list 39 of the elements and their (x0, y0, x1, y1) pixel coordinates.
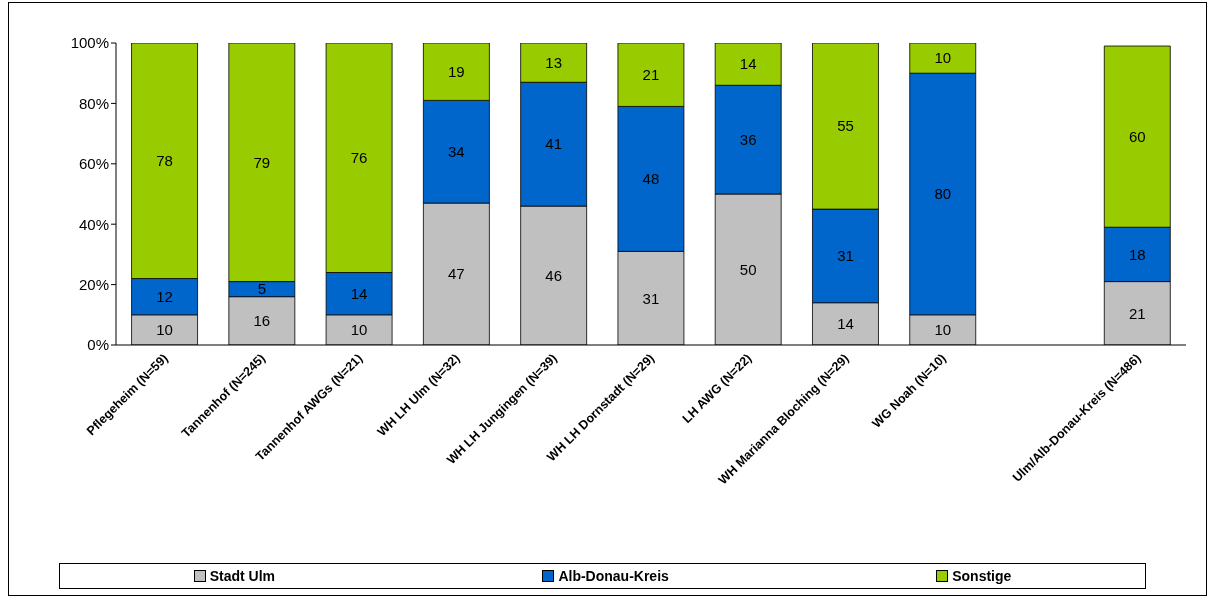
data-label: 10 (156, 321, 173, 339)
legend-label: Alb-Donau-Kreis (557, 568, 669, 584)
data-label: 10 (934, 49, 952, 67)
data-label: 14 (739, 55, 757, 73)
y-tick-label: 40% (78, 215, 109, 233)
data-label: 48 (642, 170, 660, 188)
data-label: 21 (642, 66, 660, 84)
data-label: 36 (739, 130, 757, 148)
data-label: 55 (837, 117, 854, 135)
data-label: 16 (253, 312, 271, 330)
y-tick-label: 20% (78, 275, 109, 293)
data-label: 14 (350, 284, 368, 302)
data-label: 41 (545, 135, 562, 153)
data-label: 21 (1128, 304, 1146, 322)
data-label: 78 (156, 152, 173, 170)
data-label: 14 (837, 315, 854, 333)
data-label: 50 (739, 260, 757, 278)
data-label: 46 (545, 266, 562, 284)
legend-label: Sonstige (951, 568, 1012, 584)
y-tick-label: 60% (78, 155, 109, 173)
data-label: 31 (837, 247, 854, 265)
data-label: 5 (257, 280, 267, 298)
data-label: 47 (448, 265, 465, 283)
legend-label: Stadt Ulm (208, 568, 276, 584)
data-label: 79 (253, 153, 271, 171)
data-label: 31 (642, 289, 660, 307)
y-tick-label: 100% (70, 34, 109, 52)
data-label: 60 (1128, 127, 1146, 145)
data-label: 76 (350, 149, 368, 167)
y-tick-label: 0% (87, 336, 109, 354)
data-label: 10 (350, 321, 368, 339)
data-label: 12 (156, 288, 173, 306)
y-tick-label: 80% (78, 94, 109, 112)
data-label: 13 (545, 53, 562, 71)
data-label: 18 (1128, 245, 1146, 263)
data-label: 34 (448, 143, 465, 161)
data-label: 19 (448, 63, 465, 81)
data-label: 10 (934, 321, 952, 339)
data-label: 80 (934, 185, 952, 203)
